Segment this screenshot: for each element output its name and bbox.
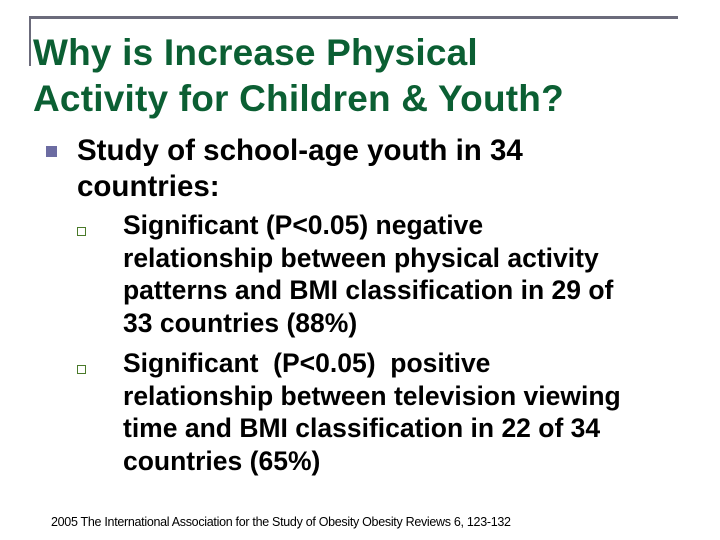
title-frame-left-line <box>29 16 31 66</box>
sub-bullet-2-line-4: countries (65%) <box>123 445 321 476</box>
sub-bullet-1-line-3: patterns and BMI classification in 29 of <box>123 275 614 305</box>
slide-title: Why is Increase Physical Activity for Ch… <box>33 30 564 122</box>
sub-bullet-2-line-2: relationship between television viewing <box>123 380 621 411</box>
citation-footer: 2005 The International Association for t… <box>51 515 511 529</box>
hollow-square-bullet-icon <box>77 227 86 236</box>
title-frame-top-line <box>29 16 678 19</box>
main-bullet-text: Study of school-age youth in 34 countrie… <box>77 133 523 205</box>
sub-bullet-1-line-1: Significant (P<0.05) negative <box>123 210 484 240</box>
sub-bullet-2-line-1: Significant (P<0.05) positive <box>123 348 491 378</box>
filled-square-bullet-icon <box>46 146 57 157</box>
sub-bullet-2-text: Significant (P<0.05) positive relationsh… <box>123 347 621 477</box>
sub-bullet-1-text: Significant (P<0.05) negative relationsh… <box>123 209 613 339</box>
slide-title-line-2: Activity for Children & Youth? <box>33 78 564 119</box>
main-bullet-line-1: Study of school-age youth in 34 <box>77 134 523 167</box>
sub-bullet-2-line-3: time and BMI classification in 22 of 34 <box>123 413 601 443</box>
main-bullet-line-2: countries: <box>77 170 220 203</box>
hollow-square-bullet-icon <box>77 365 86 374</box>
sub-bullet-1-line-4: 33 countries (88%) <box>123 307 358 338</box>
sub-bullet-1-line-2: relationship between physical activity <box>123 242 599 273</box>
slide-title-line-1: Why is Increase Physical <box>33 32 478 73</box>
